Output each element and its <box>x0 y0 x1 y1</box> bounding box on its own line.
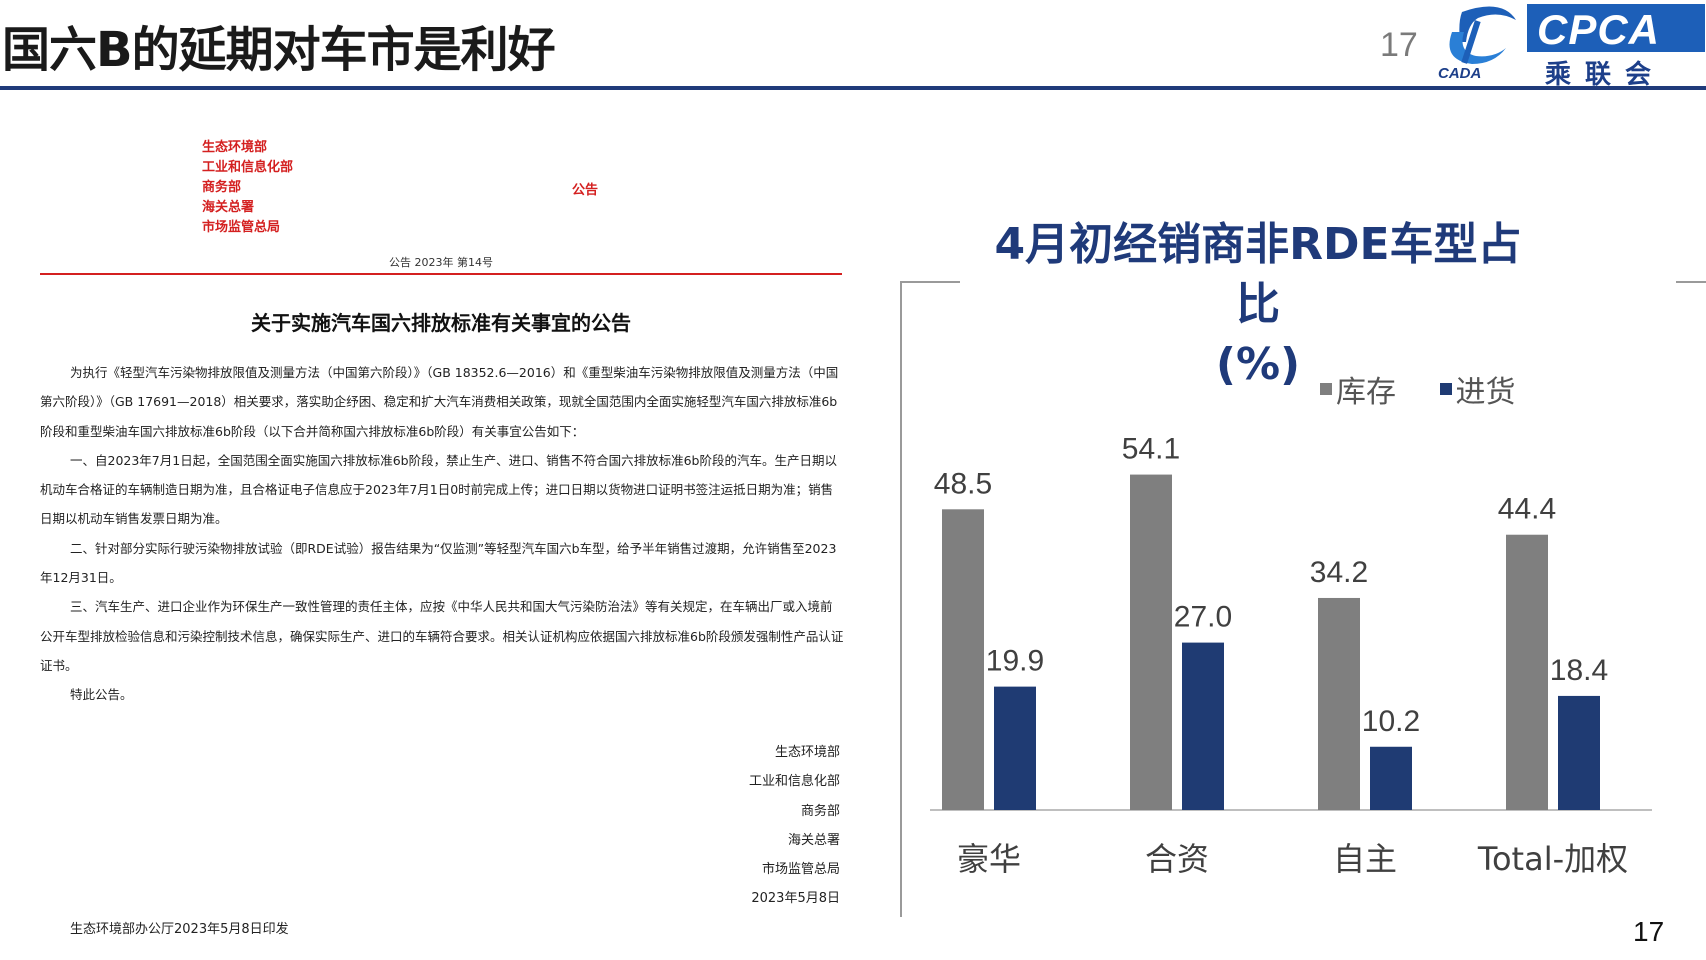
signer: 海关总署 <box>787 832 840 848</box>
legend-label: 进货 <box>1455 375 1516 410</box>
bar-chart: 48.5 19.9 豪华 54.1 27.0 合资 34.2 10.2 自主 44.4 18.4 To… <box>930 433 1652 878</box>
page-title: 国六B的延期对车市是利好 <box>2 22 556 78</box>
page-number-top: 17 <box>1380 26 1418 64</box>
signer: 市场监管总局 <box>761 862 840 878</box>
data-label: 34.2 <box>1310 556 1368 589</box>
cpca-logo-subtitle: 乘联会 <box>1545 60 1666 90</box>
legend-swatch-inventory <box>1320 383 1332 395</box>
data-label: 19.9 <box>986 645 1044 678</box>
data-label: 18.4 <box>1550 654 1608 687</box>
chart-title-text: 4月初经销商非RDE车型占比 <box>994 219 1522 330</box>
category-label: 豪华 <box>957 840 1021 878</box>
announcement-document: 生态环境部 工业和信息化部 商务部 海关总署 市场监管总局 公告 公告 2023… <box>38 130 844 950</box>
legend-swatch-purchase <box>1439 383 1452 395</box>
ministry-name: 市场监管总局 <box>202 220 281 235</box>
frame-left <box>900 281 902 917</box>
body-paragraph: 二、针对部分实际行驶污染物排放试验（即RDE试验）报告结果为“仅监测”等轻型汽车… <box>40 540 837 586</box>
signers-block: 生态环境部 工业和信息化部 商务部 海关总署 市场监管总局 2023年5月8日 <box>749 738 840 914</box>
data-label: 27.0 <box>1174 601 1232 634</box>
document-title: 关于实施汽车国六排放标准有关事宜的公告 <box>251 311 631 335</box>
cada-logo-text: CADA <box>1438 65 1481 82</box>
category-label: 自主 <box>1333 840 1397 878</box>
data-label: 48.5 <box>934 467 992 500</box>
bar-inventory <box>1130 474 1172 810</box>
print-footer: 生态环境部办公厅2023年5月8日印发 <box>70 922 289 937</box>
body-paragraph: 特此公告。 <box>70 687 133 703</box>
signing-date: 2023年5月8日 <box>751 891 840 907</box>
ministry-name: 生态环境部 <box>202 140 268 155</box>
bar-inventory <box>942 509 984 810</box>
legend-item-inventory: 库存 <box>1320 367 1396 411</box>
announcement-tag: 公告 <box>572 183 599 198</box>
data-label: 54.1 <box>1122 433 1180 466</box>
ministry-name: 工业和信息化部 <box>202 160 294 175</box>
bar-inventory <box>1506 534 1548 810</box>
body-paragraph: 一、自2023年7月1日起，全国范围全面实施国六排放标准6b阶段，禁止生产、进口… <box>40 452 837 527</box>
red-divider <box>40 273 842 275</box>
bar-inventory <box>1318 597 1360 810</box>
category-label: 合资 <box>1145 840 1209 878</box>
body-paragraph: 三、汽车生产、进口企业作为环保生产一致性管理的责任主体，应按《中华人民共和国大气… <box>40 599 844 673</box>
frame-top-left <box>900 281 960 283</box>
chart-title-unit: (%) <box>1215 339 1301 390</box>
data-label: 10.2 <box>1362 705 1420 738</box>
signer: 商务部 <box>800 803 840 819</box>
bar-purchase <box>1182 642 1224 810</box>
body-paragraph: 为执行《轻型汽车污染物排放限值及测量方法（中国第六阶段）》（GB 18352.6… <box>40 365 839 439</box>
chart-title: 4月初经销商非RDE车型占比 (%) <box>978 215 1538 395</box>
legend-item-purchase: 进货 <box>1439 367 1516 411</box>
data-label: 44.4 <box>1498 493 1556 526</box>
document-body: 为执行《轻型汽车污染物排放限值及测量方法（中国第六阶段）》（GB 18352.6… <box>40 358 844 710</box>
header-divider <box>0 86 1706 90</box>
signer: 工业和信息化部 <box>748 774 840 790</box>
category-label: Total-加权 <box>1477 840 1628 878</box>
cpca-logo-text: CPCA <box>1537 6 1661 53</box>
document-number: 公告 2023年 第14号 <box>389 256 493 269</box>
ministry-name: 商务部 <box>202 180 242 195</box>
chart-panel: 4月初经销商非RDE车型占比 (%) 库存 进货 48.5 19.9 豪华 54.1 2… <box>900 195 1706 935</box>
cada-logo: CADA <box>1438 6 1516 82</box>
cpca-logo: CPCA 乘联会 <box>1527 4 1705 90</box>
page-number-bottom: 17 <box>1633 916 1665 947</box>
bar-purchase <box>1558 695 1600 810</box>
issuing-ministries: 生态环境部 工业和信息化部 商务部 海关总署 市场监管总局 <box>202 138 293 238</box>
chart-legend: 库存 进货 <box>1320 367 1550 411</box>
bar-purchase <box>994 686 1036 810</box>
signer: 生态环境部 <box>774 745 840 760</box>
frame-top-right <box>1676 281 1706 283</box>
legend-label: 库存 <box>1336 375 1396 410</box>
ministry-name: 海关总署 <box>202 200 255 215</box>
bar-purchase <box>1370 746 1412 810</box>
